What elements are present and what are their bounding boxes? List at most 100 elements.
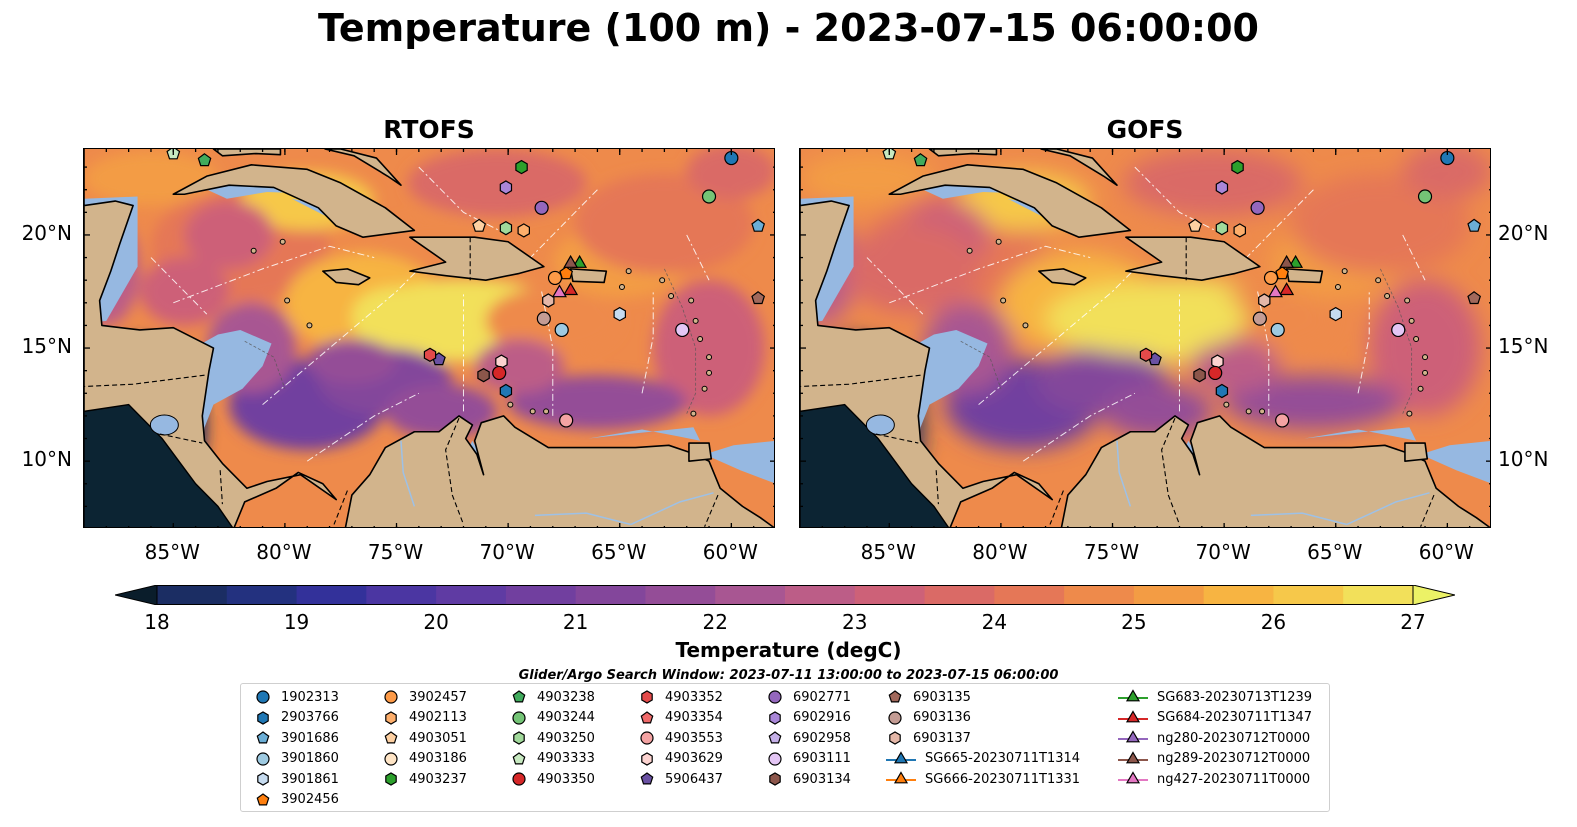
legend-label: 6902916	[793, 710, 851, 725]
colorbar-bin	[924, 585, 995, 605]
map-panel-gofs[interactable]	[799, 148, 1491, 528]
temperature-patch	[485, 286, 620, 355]
marker-4903352	[423, 347, 437, 362]
temperature-patch	[351, 286, 442, 342]
island	[543, 408, 550, 415]
lat-label-left: 10°N	[21, 447, 72, 472]
island	[1334, 283, 1341, 290]
marker-4903350	[1208, 365, 1223, 381]
pentagon-marker-icon	[256, 792, 270, 805]
marker-SG683-20230713T1239	[1288, 254, 1304, 268]
hexagon-marker-icon	[385, 710, 397, 725]
hexagon-marker-icon	[257, 772, 269, 786]
marker-6903134	[1193, 368, 1206, 383]
temperature-patch	[407, 149, 587, 217]
marker-4903238	[913, 153, 928, 167]
marker-3902456	[1275, 266, 1290, 280]
legend-item: 3901686	[253, 728, 339, 748]
marker-3902457	[1263, 270, 1279, 286]
island	[284, 297, 291, 304]
island	[1422, 354, 1429, 361]
legend-marker	[640, 710, 654, 723]
land-puerto-rico	[569, 268, 608, 284]
legend-label: 6902771	[793, 689, 851, 705]
legend-label: SG666-20230711T1331	[925, 771, 1081, 787]
marker-4903244	[1417, 189, 1433, 204]
colorbar-gradient	[114, 584, 1456, 606]
marker-6902916	[1215, 180, 1229, 195]
shallow-shelf	[913, 329, 988, 453]
island	[697, 336, 704, 342]
island	[690, 410, 697, 417]
marker-6902771	[1250, 200, 1265, 215]
hexagon-marker-icon	[385, 772, 397, 786]
legend-marker	[641, 751, 653, 766]
colorbar-tick-label: 20	[423, 610, 449, 634]
legend-marker	[385, 710, 397, 725]
marker-6903137	[1258, 293, 1271, 308]
colorbar-over-arrow	[1412, 584, 1456, 606]
legend-item: 6903136	[885, 708, 971, 728]
colorbar-ticks: 18 19 20 21 22 23 24 25 26 27	[0, 610, 1577, 638]
lat-label-left: 20°N	[21, 220, 72, 245]
legend-item: 6902958	[765, 728, 851, 748]
land-bahamas	[324, 149, 402, 186]
map-panel-rtofs[interactable]	[83, 148, 775, 528]
land-puerto-rico	[1285, 268, 1324, 284]
legend-item: 4903244	[509, 708, 595, 728]
legend-item: SG683-20230713T1239	[1117, 687, 1312, 707]
lon-label-gofs: 65°W	[1307, 540, 1363, 564]
colorbar-tick-label: 23	[842, 610, 868, 634]
marker-3901861	[1329, 306, 1343, 322]
legend-label: SG665-20230711T1314	[925, 751, 1081, 766]
legend-label: 4903186	[409, 751, 467, 766]
marker-3901861	[613, 306, 627, 322]
legend-marker	[512, 690, 526, 703]
legend-label: ng427-20230711T0000	[1157, 771, 1311, 787]
land-south-america	[1060, 415, 1490, 527]
map-rtofs	[84, 149, 774, 527]
panel-title-rtofs: RTOFS	[383, 115, 475, 144]
legend-marker	[1125, 750, 1141, 763]
lat-label-right: 20°N	[1498, 220, 1549, 245]
legend-item: 3902456	[253, 790, 339, 810]
legend-label: 4903237	[409, 771, 467, 787]
temperature-patch	[1123, 149, 1303, 217]
legend-label: 3902456	[281, 792, 339, 807]
marker-3901686	[751, 218, 766, 232]
legend-item: 3902457	[381, 687, 467, 707]
legend-label: 4902113	[409, 710, 467, 725]
legend-marker	[768, 751, 782, 766]
island	[659, 277, 666, 284]
circle-marker-icon	[384, 751, 398, 766]
colorbar-bin	[296, 585, 367, 605]
hexagon-marker-icon	[769, 772, 781, 786]
marker-2903766	[499, 383, 513, 399]
legend-item: 4903553	[637, 728, 723, 748]
legend-item: 6902771	[765, 687, 851, 707]
marker-4903553	[559, 413, 574, 428]
temperature-patch	[1224, 375, 1403, 430]
circle-marker-icon	[384, 690, 398, 704]
search-window-text: Glider/Argo Search Window: 2023-07-11 13…	[518, 668, 1059, 683]
colorbar-bin	[1343, 585, 1414, 605]
island	[1413, 336, 1420, 342]
temperature-patch	[686, 149, 774, 199]
land-florida	[212, 149, 282, 157]
colorbar-bin	[1064, 585, 1135, 605]
legend-marker	[512, 710, 526, 725]
circle-marker-icon	[768, 690, 782, 704]
hexagon-marker-icon	[889, 731, 901, 745]
legend-marker	[1125, 689, 1141, 702]
colorbar-bin	[645, 585, 716, 605]
legend-marker	[640, 772, 654, 785]
legend-label: 4903354	[665, 710, 723, 725]
colorbar-bin	[715, 585, 786, 605]
marker-3901860	[554, 322, 569, 338]
lon-label-gofs: 75°W	[1083, 540, 1140, 564]
marker-4903350	[492, 365, 507, 381]
legend-label: 5906437	[665, 771, 723, 787]
hexagon-marker-icon	[641, 690, 653, 704]
island	[1259, 408, 1266, 415]
pacific-ocean	[84, 403, 234, 527]
